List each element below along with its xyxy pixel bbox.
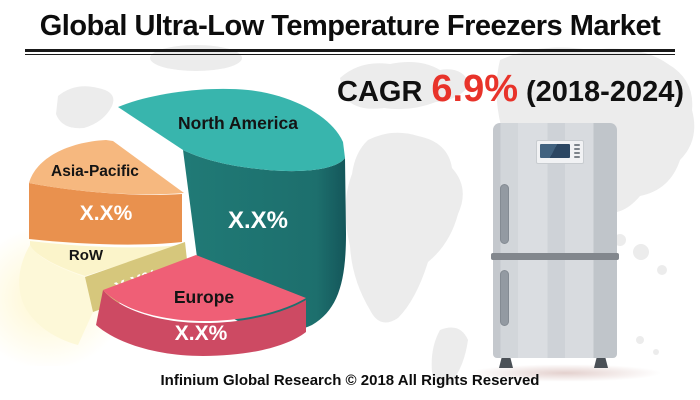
slice-top-asia-pacific — [29, 140, 184, 195]
freezer-panel-button — [574, 148, 580, 150]
pie-chart: North America X.X% Asia-Pacific X.X% RoW… — [0, 88, 346, 366]
slice-side-europe — [96, 290, 306, 356]
freezer-left-foot — [499, 358, 513, 368]
slice-value-asia-pacific: X.X% — [80, 202, 133, 225]
cagr-period: (2018-2024) — [526, 76, 685, 108]
slice-rim-row — [19, 245, 93, 345]
pie-slice-asia-pacific: Asia-Pacific X.X% — [29, 140, 184, 245]
cagr-label: CAGR — [337, 76, 423, 108]
freezer-panel-button — [574, 152, 580, 154]
slice-top-north-america — [118, 88, 345, 172]
freezer-bottom-door — [493, 260, 617, 358]
freezer-right-foot — [594, 358, 608, 368]
cagr-value: 6.9% — [431, 68, 519, 110]
page-title: Global Ultra-Low Temperature Freezers Ma… — [39, 10, 661, 42]
slice-label-europe: Europe — [174, 287, 235, 307]
slice-label-north-america: North America — [178, 113, 298, 133]
pie-slice-europe: Europe X.X% — [96, 255, 306, 356]
cagr-callout: CAGR 6.9% (2018-2024) — [337, 68, 684, 111]
slice-side-asia-pacific — [29, 183, 182, 245]
header: Global Ultra-Low Temperature Freezers Ma… — [0, 10, 700, 43]
freezer-panel-button — [574, 144, 580, 146]
slice-label-row: RoW — [69, 247, 104, 264]
freezer-panel-button — [574, 156, 580, 158]
slice-label-asia-pacific: Asia-Pacific — [51, 163, 139, 180]
freezer-panel-buttons — [574, 144, 580, 158]
slice-top-row — [30, 241, 183, 276]
title-underline-thin — [25, 54, 675, 55]
slice-value-north-america: X.X% — [228, 207, 288, 234]
title-underline-thick — [25, 49, 675, 52]
freezer-door-divider — [491, 253, 619, 260]
freezer-bottom-handle — [500, 270, 509, 326]
copyright-footer: Infinium Global Research © 2018 All Righ… — [160, 372, 540, 389]
freezer-control-panel — [536, 140, 584, 164]
freezer-top-handle — [500, 184, 509, 244]
slice-value-europe: X.X% — [175, 322, 228, 345]
freezer-display-screen — [540, 144, 570, 158]
freezer-illustration — [445, 118, 690, 388]
slice-top-europe — [103, 255, 306, 321]
